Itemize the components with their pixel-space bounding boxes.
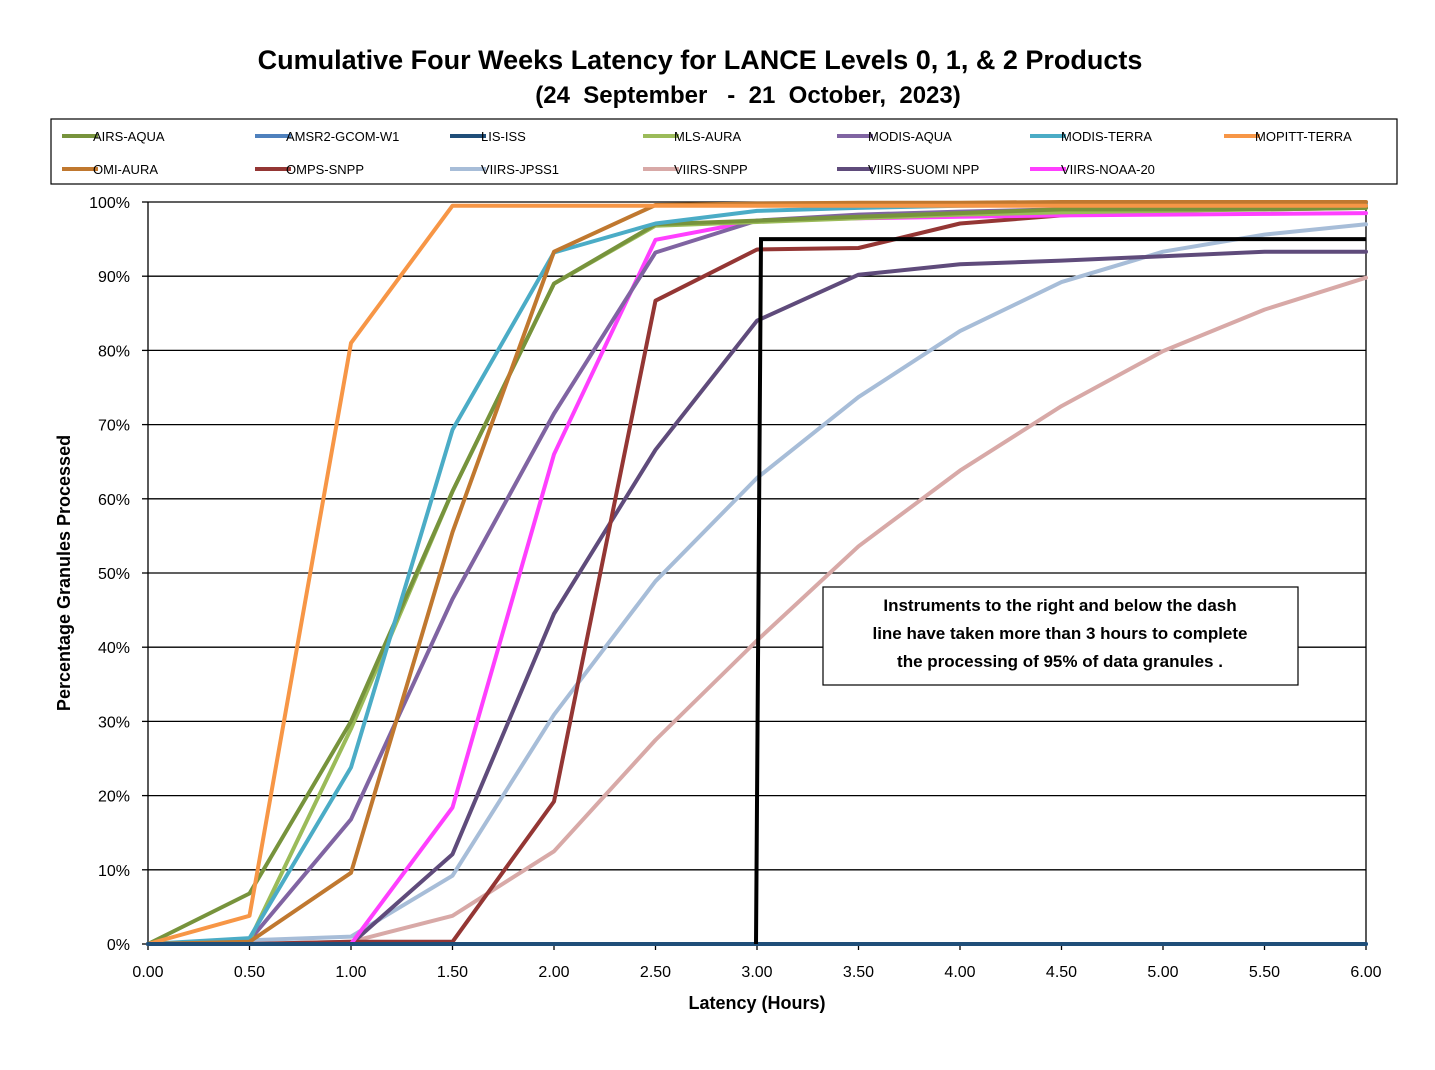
y-tick-label: 30% [98, 714, 130, 731]
x-tick-label: 3.00 [741, 964, 772, 981]
series-line [146, 203, 1368, 946]
annotation-line-3: the processing of 95% of data granules . [897, 652, 1223, 671]
x-tick-label: 5.00 [1147, 964, 1178, 981]
annotation-box: Instruments to the right and below the d… [822, 586, 1299, 686]
legend-label: OMI-AURA [93, 162, 158, 177]
y-tick-label: 80% [98, 343, 130, 360]
y-tick-label: 20% [98, 789, 130, 806]
y-tick-label: 70% [98, 418, 130, 435]
x-tick-label: 1.00 [335, 964, 366, 981]
legend-label: MOPITT-TERRA [1255, 129, 1352, 144]
legend-label: OMPS-SNPP [286, 162, 364, 177]
x-tick-label: 0.00 [132, 964, 163, 981]
y-tick-label: 10% [98, 863, 130, 880]
legend-label: VIIRS-JPSS1 [481, 162, 559, 177]
legend-label: MODIS-TERRA [1061, 129, 1152, 144]
y-axis-ticks: 0% 10% 20% 30% 40% 50% 60% 70% 80% 90% 100% [89, 195, 148, 954]
legend-label: VIIRS-NOAA-20 [1061, 162, 1155, 177]
x-tick-label: 3.50 [843, 964, 874, 981]
y-tick-label: 90% [98, 269, 130, 286]
legend-label: VIIRS-SUOMI NPP [868, 162, 979, 177]
x-tick-label: 5.50 [1249, 964, 1280, 981]
annotation-line-2: line have taken more than 3 hours to com… [872, 624, 1247, 643]
x-axis-ticks: 0.00 0.50 1.00 1.50 2.00 2.50 3.00 3.50 4.00 4.50… [132, 944, 1382, 981]
threshold-line [754, 237, 1366, 945]
x-tick-label: 2.50 [640, 964, 671, 981]
legend-label: MODIS-AQUA [868, 129, 952, 144]
legend-label: LIS-ISS [481, 129, 526, 144]
x-tick-label: 1.50 [437, 964, 468, 981]
x-tick-label: 6.00 [1350, 964, 1381, 981]
x-tick-label: 0.50 [234, 964, 265, 981]
y-tick-label: 40% [98, 640, 130, 657]
x-axis-title: Latency (Hours) [688, 993, 825, 1013]
chart-subtitle: (24 September - 21 October, 2023) [535, 82, 961, 109]
legend-box [50, 118, 1398, 185]
threshold-path [754, 237, 1366, 945]
chart-title: Cumulative Four Weeks Latency for LANCE … [258, 45, 1143, 75]
series-line [146, 200, 1368, 946]
x-tick-label: 2.00 [538, 964, 569, 981]
y-tick-label: 50% [98, 566, 130, 583]
y-axis-title: Percentage Granules Processed [54, 435, 74, 711]
x-tick-label: 4.50 [1046, 964, 1077, 981]
series-line [146, 205, 1368, 946]
series-lines [146, 200, 1368, 946]
x-tick-label: 4.00 [944, 964, 975, 981]
legend-label: VIIRS-SNPP [674, 162, 748, 177]
legend-label: AIRS-AQUA [93, 129, 165, 144]
series-line [146, 222, 1368, 946]
legend-label: MLS-AURA [674, 129, 742, 144]
y-tick-label: 0% [107, 937, 130, 954]
y-tick-label: 100% [89, 195, 130, 212]
legend-label: AMSR2-GCOM-W1 [286, 129, 399, 144]
annotation-line-1: Instruments to the right and below the d… [883, 596, 1236, 615]
y-tick-label: 60% [98, 492, 130, 509]
legend: AIRS-AQUA AMSR2-GCOM-W1 LIS-ISS MLS-AURA MOD… [62, 129, 1352, 177]
